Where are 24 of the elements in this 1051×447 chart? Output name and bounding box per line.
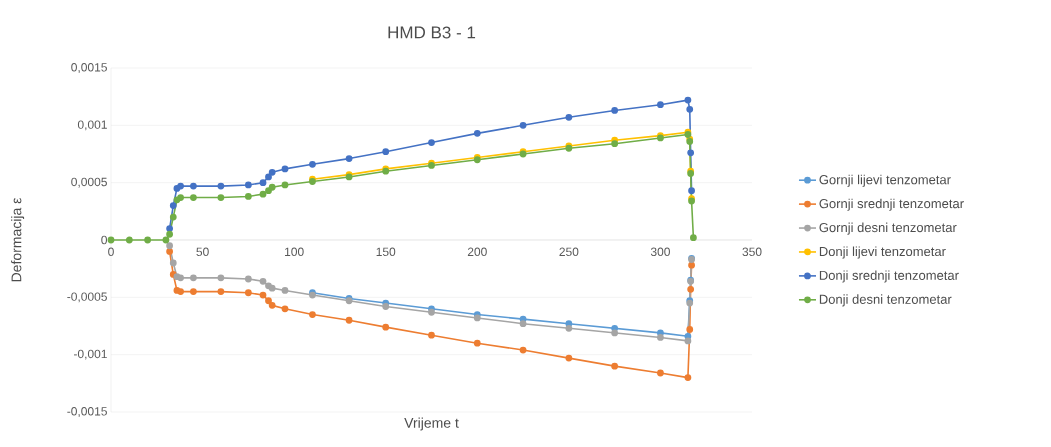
x-tick-label: 0 [108, 247, 114, 257]
legend-label: Gornji desni tenzometar [819, 222, 957, 235]
x-tick-label: 350 [742, 247, 762, 257]
legend-label: Gornji lijevi tenzometar [819, 174, 951, 187]
y-tick-label: -0,0005 [67, 292, 107, 303]
chart-title: HMD B3 - 1 [388, 26, 476, 39]
y-tick-label: -0,001 [73, 349, 107, 360]
y-tick-label: -0,0015 [67, 407, 107, 417]
x-tick-label: 50 [196, 247, 209, 257]
y-tick-label: 0,0015 [71, 63, 107, 73]
y-tick-label: 0,001 [77, 120, 107, 131]
x-tick-label: 150 [376, 247, 396, 257]
x-tick-label: 100 [285, 247, 304, 257]
x-tick-label: 250 [559, 247, 579, 257]
x-tick-label: 200 [467, 247, 487, 257]
legend-label: Gornji srednji tenzometar [819, 198, 964, 211]
y-tick-label: 0,0005 [71, 177, 107, 188]
legend-label: Donji desni tenzometar [819, 294, 952, 307]
legend-label: Donji srednji tenzometar [819, 270, 959, 283]
y-axis-title: Deformacija ε [11, 197, 25, 282]
x-tick-label: 300 [650, 247, 670, 257]
x-axis-title: Vrijeme t [404, 417, 459, 431]
y-tick-label: 0 [101, 235, 108, 245]
legend-label: Donji lijevi tenzometar [819, 246, 946, 259]
